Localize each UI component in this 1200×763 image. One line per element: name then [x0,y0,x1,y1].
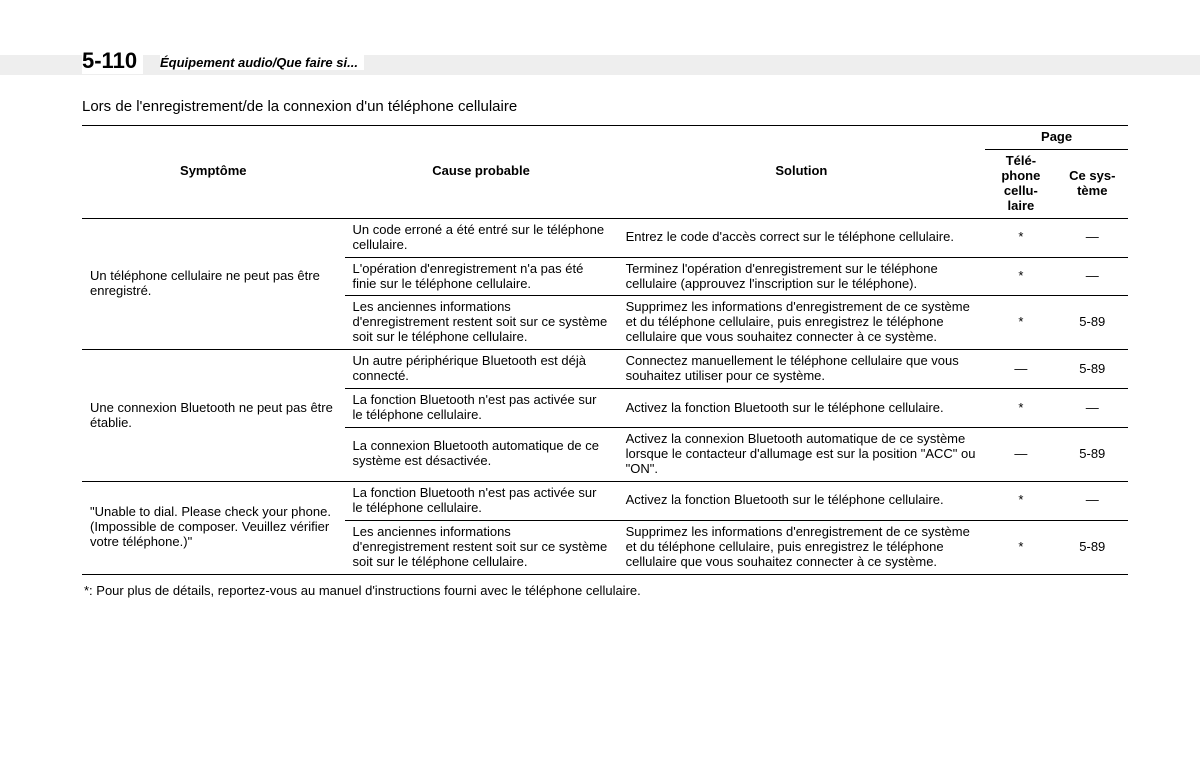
solution-cell: Supprimez les informations d'enregistrem… [618,520,986,574]
symptom-cell: Une connexion Bluetooth ne peut pas être… [82,350,345,482]
solution-cell: Supprimez les informations d'enregistrem… [618,296,986,350]
section-title: Lors de l'enregistrement/de la connexion… [82,98,517,115]
page-phone-cell: * [985,257,1056,296]
header-symptom: Symptôme [82,126,345,219]
troubleshooting-table-wrap: Symptôme Cause probable Solution Page Té… [82,125,1128,598]
page-system-cell: — [1057,481,1128,520]
solution-cell: Activez la fonction Bluetooth sur le tél… [618,389,986,428]
manual-page: 5-110 Équipement audio/Que faire si... L… [0,0,1200,763]
solution-cell: Activez la connexion Bluetooth automatiq… [618,428,986,482]
solution-cell: Activez la fonction Bluetooth sur le tél… [618,481,986,520]
solution-cell: Terminez l'opération d'enregistrement su… [618,257,986,296]
page-system-cell: — [1057,389,1128,428]
page-system-cell: — [1057,257,1128,296]
cause-cell: Un autre périphérique Bluetooth est déjà… [345,350,618,389]
cause-cell: La fonction Bluetooth n'est pas activée … [345,481,618,520]
header-page: Page [985,126,1128,150]
table-header: Symptôme Cause probable Solution Page Té… [82,126,1128,219]
troubleshooting-table: Symptôme Cause probable Solution Page Té… [82,125,1128,575]
page-phone-cell: — [985,428,1056,482]
cause-cell: Les anciennes informations d'enregistrem… [345,520,618,574]
table-row: "Unable to dial. Please check your phone… [82,481,1128,520]
page-phone-cell: — [985,350,1056,389]
page-phone-cell: * [985,218,1056,257]
symptom-cell: Un téléphone cellulaire ne peut pas être… [82,218,345,350]
header-page-system: Ce sys- tème [1057,149,1128,218]
header-page-phone: Télé- phone cellu- laire [985,149,1056,218]
solution-cell: Entrez le code d'accès correct sur le té… [618,218,986,257]
table-body: Un téléphone cellulaire ne peut pas être… [82,218,1128,574]
page-number: 5-110 [82,48,143,74]
page-system-cell: 5-89 [1057,296,1128,350]
page-phone-cell: * [985,296,1056,350]
page-system-cell: — [1057,218,1128,257]
page-system-cell: 5-89 [1057,520,1128,574]
cause-cell: Les anciennes informations d'enregistrem… [345,296,618,350]
table-row: Une connexion Bluetooth ne peut pas être… [82,350,1128,389]
cause-cell: La connexion Bluetooth automatique de ce… [345,428,618,482]
solution-cell: Connectez manuellement le téléphone cell… [618,350,986,389]
header-solution: Solution [618,126,986,219]
page-phone-cell: * [985,389,1056,428]
page-phone-cell: * [985,520,1056,574]
cause-cell: La fonction Bluetooth n'est pas activée … [345,389,618,428]
page-system-cell: 5-89 [1057,428,1128,482]
page-system-cell: 5-89 [1057,350,1128,389]
header-cause: Cause probable [345,126,618,219]
cause-cell: Un code erroné a été entré sur le téléph… [345,218,618,257]
cause-cell: L'opération d'enregistrement n'a pas été… [345,257,618,296]
breadcrumb: Équipement audio/Que faire si... [160,55,364,70]
table-row: Un téléphone cellulaire ne peut pas être… [82,218,1128,257]
page-phone-cell: * [985,481,1056,520]
symptom-cell: "Unable to dial. Please check your phone… [82,481,345,574]
footnote: *: Pour plus de détails, reportez-vous a… [82,583,1128,598]
